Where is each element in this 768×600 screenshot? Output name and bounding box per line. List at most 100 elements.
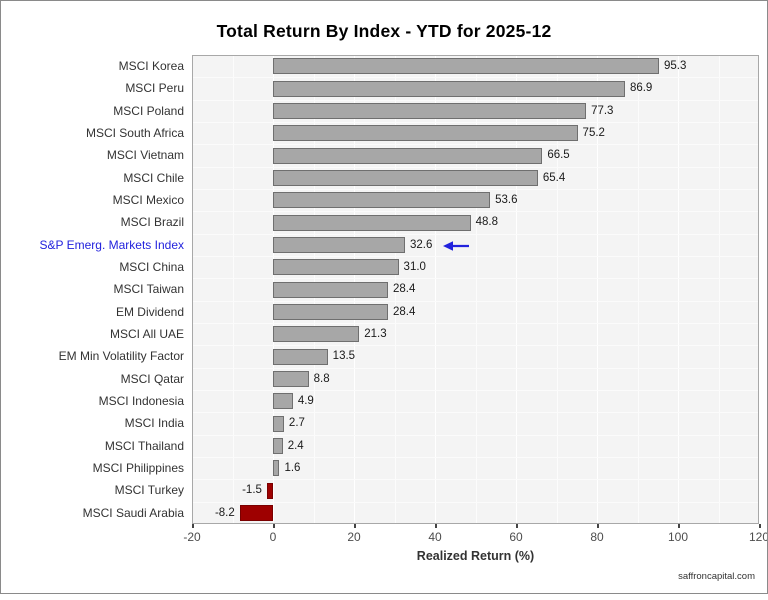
gridline-horizontal (193, 412, 758, 414)
x-axis-title: Realized Return (%) (416, 549, 535, 563)
gridline-horizontal (193, 189, 758, 190)
gridline-horizontal (193, 367, 758, 369)
value-label-msci-india: 2.7 (288, 417, 305, 430)
bar-msci-all-uae (273, 326, 360, 343)
x-tick-label: 0 (269, 530, 277, 544)
y-axis-label-msci-turkey: MSCI Turkey (114, 483, 184, 498)
bar-msci-brazil (273, 214, 471, 231)
bar-msci-peru (273, 80, 625, 97)
value-label-msci-peru: 86.9 (629, 82, 653, 95)
value-label-s-p-emerg-markets-index: 32.6 (410, 238, 433, 251)
gridline-horizontal (193, 233, 758, 235)
gridline-vertical (597, 56, 598, 523)
y-axis-label-s-p-emerg-markets-index: S&P Emerg. Markets Index (39, 237, 184, 252)
gridline-horizontal (193, 211, 758, 213)
y-axis-label-msci-china: MSCI China (119, 260, 184, 274)
value-label-msci-taiwan: 28.4 (393, 283, 416, 296)
watermark-text: saffroncapital.com (678, 571, 755, 582)
y-axis-label-msci-poland: MSCI Poland (113, 103, 184, 118)
y-axis-label-msci-korea: MSCI Korea (118, 59, 184, 73)
x-tick-mark (759, 524, 761, 528)
bar-msci-indonesia (273, 393, 293, 410)
bar-em-min-volatility-factor (273, 348, 328, 365)
x-tick-label: 100 (667, 530, 689, 544)
y-axis-label-msci-saudi-arabia: MSCI Saudi Arabia (82, 505, 184, 520)
value-label-msci-vietnam: 66.5 (547, 149, 570, 162)
bar-msci-india (273, 415, 284, 432)
x-tick-mark (354, 524, 356, 528)
y-axis-label-msci-peru: MSCI Peru (125, 81, 184, 96)
gridline-horizontal (193, 434, 758, 436)
gridline-vertical (718, 56, 720, 523)
gridline-horizontal (193, 300, 758, 302)
y-axis-label-msci-india: MSCI India (124, 416, 184, 431)
value-label-msci-thailand: 2.4 (287, 439, 304, 452)
bar-em-dividend (273, 303, 389, 320)
bar-msci-philippines (273, 460, 280, 477)
bar-msci-poland (273, 102, 587, 119)
bar-msci-saudi-arabia (239, 504, 273, 521)
value-label-msci-south-africa: 75.2 (582, 127, 605, 139)
gridline-horizontal (193, 323, 758, 324)
y-axis-label-msci-vietnam: MSCI Vietnam (106, 148, 184, 163)
gridline-horizontal (193, 479, 758, 481)
x-tick-label: 40 (428, 530, 442, 544)
bar-msci-taiwan (273, 281, 389, 298)
gridline-vertical (394, 56, 396, 523)
gridline-horizontal (193, 501, 758, 503)
value-label-msci-all-uae: 21.3 (364, 328, 387, 340)
bar-msci-vietnam (273, 147, 543, 164)
gridline-horizontal (193, 256, 758, 257)
value-label-msci-saudi-arabia: -8.2 (214, 506, 235, 519)
bar-s-p-emerg-markets-index (273, 236, 406, 253)
x-tick-mark (435, 524, 437, 528)
x-tick-label: 60 (509, 530, 523, 544)
value-label-msci-turkey: -1.5 (242, 484, 262, 497)
gridline-vertical (232, 56, 234, 523)
value-label-msci-mexico: 53.6 (495, 194, 518, 206)
x-tick-label: 20 (347, 530, 361, 544)
y-axis-label-em-min-volatility-factor: EM Min Volatility Factor (58, 349, 184, 364)
value-label-msci-philippines: 1.6 (284, 462, 301, 474)
value-label-msci-brazil: 48.8 (475, 216, 499, 229)
chart-title: Total Return By Index - YTD for 2025-12 (216, 21, 552, 41)
gridline-horizontal (193, 122, 758, 123)
y-axis-label-em-dividend: EM Dividend (115, 304, 184, 319)
y-axis-label-msci-philippines: MSCI Philippines (92, 461, 184, 475)
bar-msci-korea (273, 58, 659, 75)
value-label-msci-indonesia: 4.9 (297, 395, 314, 407)
gridline-vertical (475, 56, 477, 523)
gridline-horizontal (193, 166, 758, 168)
y-axis-label-msci-south-africa: MSCI South Africa (85, 126, 184, 140)
x-tick-label: -20 (183, 530, 201, 544)
bar-msci-qatar (273, 370, 309, 387)
y-axis-label-msci-taiwan: MSCI Taiwan (113, 282, 184, 297)
value-label-msci-chile: 65.4 (542, 171, 566, 184)
y-axis-label-msci-qatar: MSCI Qatar (120, 371, 184, 386)
bar-msci-china (273, 259, 399, 276)
highlight-left-arrow-icon (443, 239, 470, 257)
value-label-msci-qatar: 8.8 (313, 372, 330, 385)
y-axis-label-msci-chile: MSCI Chile (123, 170, 184, 185)
y-axis-label-msci-brazil: MSCI Brazil (120, 215, 184, 230)
gridline-horizontal (193, 345, 758, 347)
gridline-horizontal (193, 390, 758, 391)
y-axis-label-msci-all-uae: MSCI All UAE (109, 327, 184, 341)
x-tick-mark (678, 524, 680, 528)
value-label-msci-korea: 95.3 (663, 60, 687, 72)
gridline-horizontal (193, 144, 758, 146)
gridline-vertical (556, 56, 558, 523)
y-axis-label-msci-mexico: MSCI Mexico (112, 193, 184, 207)
y-axis-label-msci-thailand: MSCI Thailand (104, 438, 184, 453)
x-tick-label: 120 (748, 530, 768, 544)
bar-msci-thailand (273, 437, 283, 454)
x-tick-mark (516, 524, 518, 528)
x-tick-label: 80 (590, 530, 604, 544)
gridline-horizontal (193, 77, 758, 79)
gridline-horizontal (193, 278, 758, 280)
gridline-horizontal (193, 99, 758, 101)
value-label-msci-china: 31.0 (403, 261, 426, 273)
x-tick-mark (273, 524, 275, 528)
x-tick-mark (597, 524, 599, 528)
